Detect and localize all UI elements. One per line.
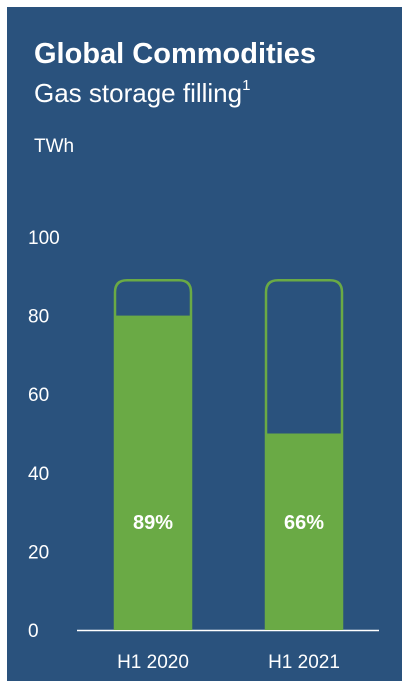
y-tick-label: 60 — [28, 385, 49, 406]
bar-data-label: 89% — [133, 512, 173, 534]
bar-capacity-outline — [264, 278, 344, 630]
x-tick-label: H1 2021 — [268, 652, 340, 673]
bar-capacity-outline — [113, 278, 193, 630]
bar-chart: 0 20 40 60 80 100 89% H1 2020 66% H1 2021 — [28, 228, 379, 673]
x-tick-label: H1 2020 — [117, 652, 189, 673]
bar-fill — [115, 315, 191, 630]
y-tick-label: 0 — [28, 621, 39, 642]
subtitle-text: Gas storage filling — [34, 78, 243, 108]
chart-title: Global Commodities — [34, 38, 316, 70]
y-tick-label: 80 — [28, 307, 49, 328]
y-tick-label: 40 — [28, 464, 49, 485]
y-tick-label: 100 — [28, 228, 60, 249]
bar-data-label: 66% — [284, 512, 324, 534]
chart-card: Global Commodities Gas storage filling1 … — [7, 7, 402, 681]
y-axis-unit-label: TWh — [34, 136, 75, 157]
bar-fill — [266, 433, 342, 630]
chart-subtitle: Gas storage filling1 — [34, 77, 250, 109]
y-tick-label: 20 — [28, 542, 49, 563]
footnote-marker: 1 — [242, 77, 251, 95]
